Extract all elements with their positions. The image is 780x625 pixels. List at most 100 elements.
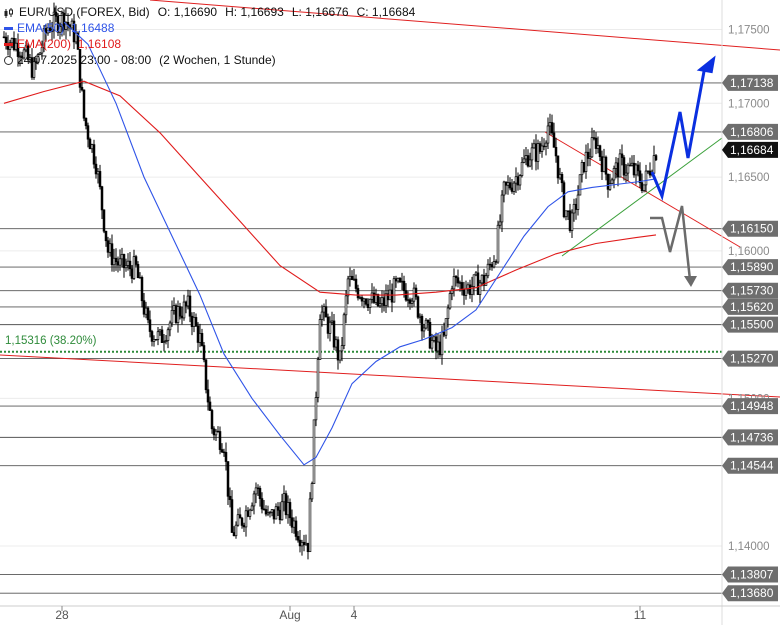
candle-body xyxy=(252,493,256,507)
y-tick-label: 1,16500 xyxy=(728,172,770,184)
candle-body xyxy=(208,401,212,411)
candle-body xyxy=(406,299,410,301)
candle-body xyxy=(248,509,252,517)
candle-body xyxy=(486,263,490,277)
candle-body xyxy=(382,297,386,306)
candle-body xyxy=(358,297,362,299)
current-price-label: 1,16684 xyxy=(730,143,774,157)
candle-body xyxy=(538,143,542,152)
candle-body xyxy=(254,487,258,495)
candle-body xyxy=(266,512,270,515)
horizontal-levels: 1,15316 (38.20%) xyxy=(0,82,722,594)
candle-body xyxy=(146,307,150,321)
candle-body xyxy=(640,182,644,191)
candle-body xyxy=(402,280,406,291)
chart-legend: EUR/USD (FOREX, Bid) O: 1,16690 H: 1,166… xyxy=(4,4,415,68)
candle-body xyxy=(118,258,122,266)
candle-body xyxy=(360,297,364,302)
candle-body xyxy=(304,542,308,546)
candle-body xyxy=(416,296,420,318)
x-tick-label: 4 xyxy=(351,608,358,622)
candle-body xyxy=(264,509,268,515)
candle-body xyxy=(258,487,262,499)
level-badge-label: 1,16806 xyxy=(730,125,774,139)
level-badge xyxy=(722,316,778,333)
candle-body xyxy=(148,319,152,332)
candle-body xyxy=(556,155,560,179)
candle-body xyxy=(124,265,128,269)
candle-body xyxy=(154,339,158,341)
candle-body xyxy=(170,309,174,324)
candle-body xyxy=(104,230,108,242)
candle-body xyxy=(282,493,286,503)
bullish-scenario-arrow xyxy=(650,65,707,202)
candle-body xyxy=(284,493,288,516)
candle-body xyxy=(260,498,264,510)
candle-body xyxy=(300,541,304,547)
candle-body xyxy=(494,261,498,263)
candle-body xyxy=(348,275,352,280)
bullish-arrowhead xyxy=(696,55,716,74)
legend-ema200-row: EMA(200) 1,16108 xyxy=(4,36,415,52)
candle-body xyxy=(588,156,592,159)
candle-body xyxy=(500,194,504,223)
candle-body xyxy=(570,212,574,231)
clock-icon xyxy=(4,55,13,65)
candle-body xyxy=(64,21,68,30)
candle-body xyxy=(80,86,84,91)
candle-body xyxy=(594,137,598,149)
level-badge-label: 1,14544 xyxy=(730,459,774,473)
candle-body xyxy=(552,132,556,148)
candle-body xyxy=(394,278,398,282)
candle-body xyxy=(116,261,120,266)
y-tick-label: 1,17000 xyxy=(728,98,770,110)
candle-body xyxy=(328,321,332,334)
level-badge xyxy=(722,298,778,315)
ema50-swatch xyxy=(4,26,13,30)
level-badge xyxy=(722,350,778,367)
candle-body xyxy=(424,319,428,329)
candle-body xyxy=(58,26,62,33)
level-badge xyxy=(722,457,778,474)
candle-body xyxy=(136,264,140,279)
candle-body xyxy=(546,125,550,144)
legend-high-label: H: xyxy=(225,5,238,19)
candle-body xyxy=(92,144,96,165)
candle-body xyxy=(554,146,558,157)
candle-body xyxy=(218,431,222,450)
lower-channel-line xyxy=(0,354,780,398)
candle-body xyxy=(606,173,610,190)
candle-body xyxy=(618,153,622,178)
candle-body xyxy=(234,524,238,537)
candle-body xyxy=(508,182,512,189)
candle-body xyxy=(332,320,336,348)
level-badges: 1,17138 1,16806 1,16150 1,15890 1,15730 1,156… xyxy=(722,74,778,602)
candle-body xyxy=(578,174,582,196)
candle-body xyxy=(114,257,118,263)
candle-body xyxy=(434,336,438,352)
candle-body xyxy=(322,306,326,313)
legend-period: 24.07.2025 23:00 - 08:00 xyxy=(17,53,152,67)
candle-body xyxy=(644,170,648,186)
candle-body xyxy=(308,498,312,553)
legend-ema50-label: EMA(50) xyxy=(17,21,65,35)
candle-body xyxy=(460,282,464,291)
candle-body xyxy=(202,345,206,361)
candle-body xyxy=(90,144,94,150)
candle-body xyxy=(98,171,102,188)
candle-body xyxy=(540,145,544,152)
candle-body xyxy=(240,517,244,526)
candle-body xyxy=(562,182,566,218)
candle-body xyxy=(272,509,276,520)
y-tick-label: 1,16000 xyxy=(728,246,770,258)
candle-body xyxy=(408,299,412,304)
candle-body xyxy=(452,276,456,290)
candle-body xyxy=(38,52,42,55)
candle-body xyxy=(174,305,178,323)
candle-body xyxy=(122,254,126,269)
candle-body xyxy=(490,264,494,268)
candle-body xyxy=(638,170,642,184)
candle-body xyxy=(404,290,408,301)
candle-body xyxy=(380,297,384,305)
